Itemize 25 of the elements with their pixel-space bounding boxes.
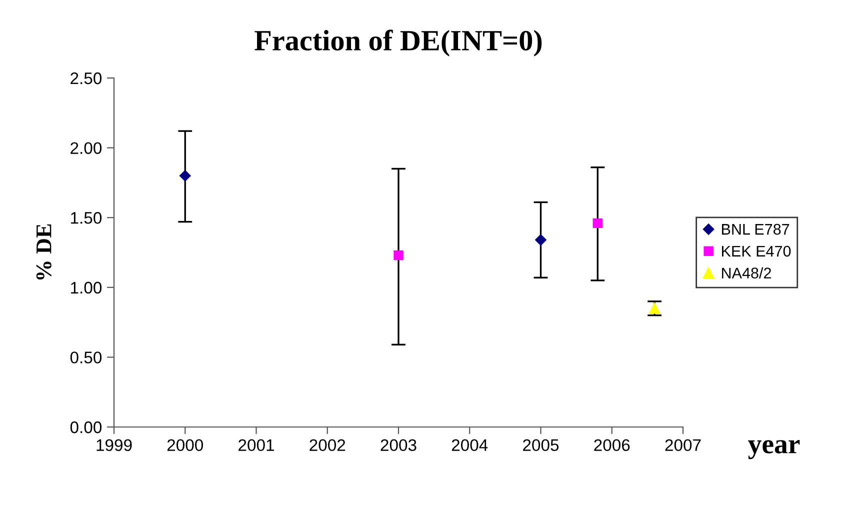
point xyxy=(592,218,603,228)
y-tick-label: 0.00 xyxy=(70,421,102,434)
x-tick-label: 2005 xyxy=(523,439,559,452)
y-tick-label: 0.50 xyxy=(70,352,102,364)
x-tick-label: 2006 xyxy=(594,439,630,452)
point xyxy=(394,250,404,260)
y-tick-label: 1.00 xyxy=(71,282,102,294)
y-axis-title: % DE xyxy=(36,224,52,280)
x-tick-label: 2000 xyxy=(167,439,204,452)
legend-label: KEK E470 xyxy=(722,246,791,257)
x-tick-label: 2007 xyxy=(665,439,701,452)
y-tick-label: 2.00 xyxy=(70,142,102,154)
x-tick-label: 2002 xyxy=(310,439,346,452)
legend-label: BNL E787 xyxy=(722,224,790,235)
legend-label: NA48/2 xyxy=(722,267,771,278)
x-tick-label: 2003 xyxy=(380,439,416,452)
x-tick-label: 2004 xyxy=(452,439,488,452)
y-tick-label: 1.50 xyxy=(71,212,102,224)
x-axis-title: year xyxy=(748,440,800,460)
point xyxy=(180,170,191,182)
point xyxy=(535,234,546,246)
x-tick-label: 2001 xyxy=(238,439,274,452)
chart-title: Fraction of DE(INT=0) xyxy=(254,30,542,56)
y-tick-label: 2.50 xyxy=(70,72,102,84)
x-tick-label: 1999 xyxy=(96,439,132,452)
